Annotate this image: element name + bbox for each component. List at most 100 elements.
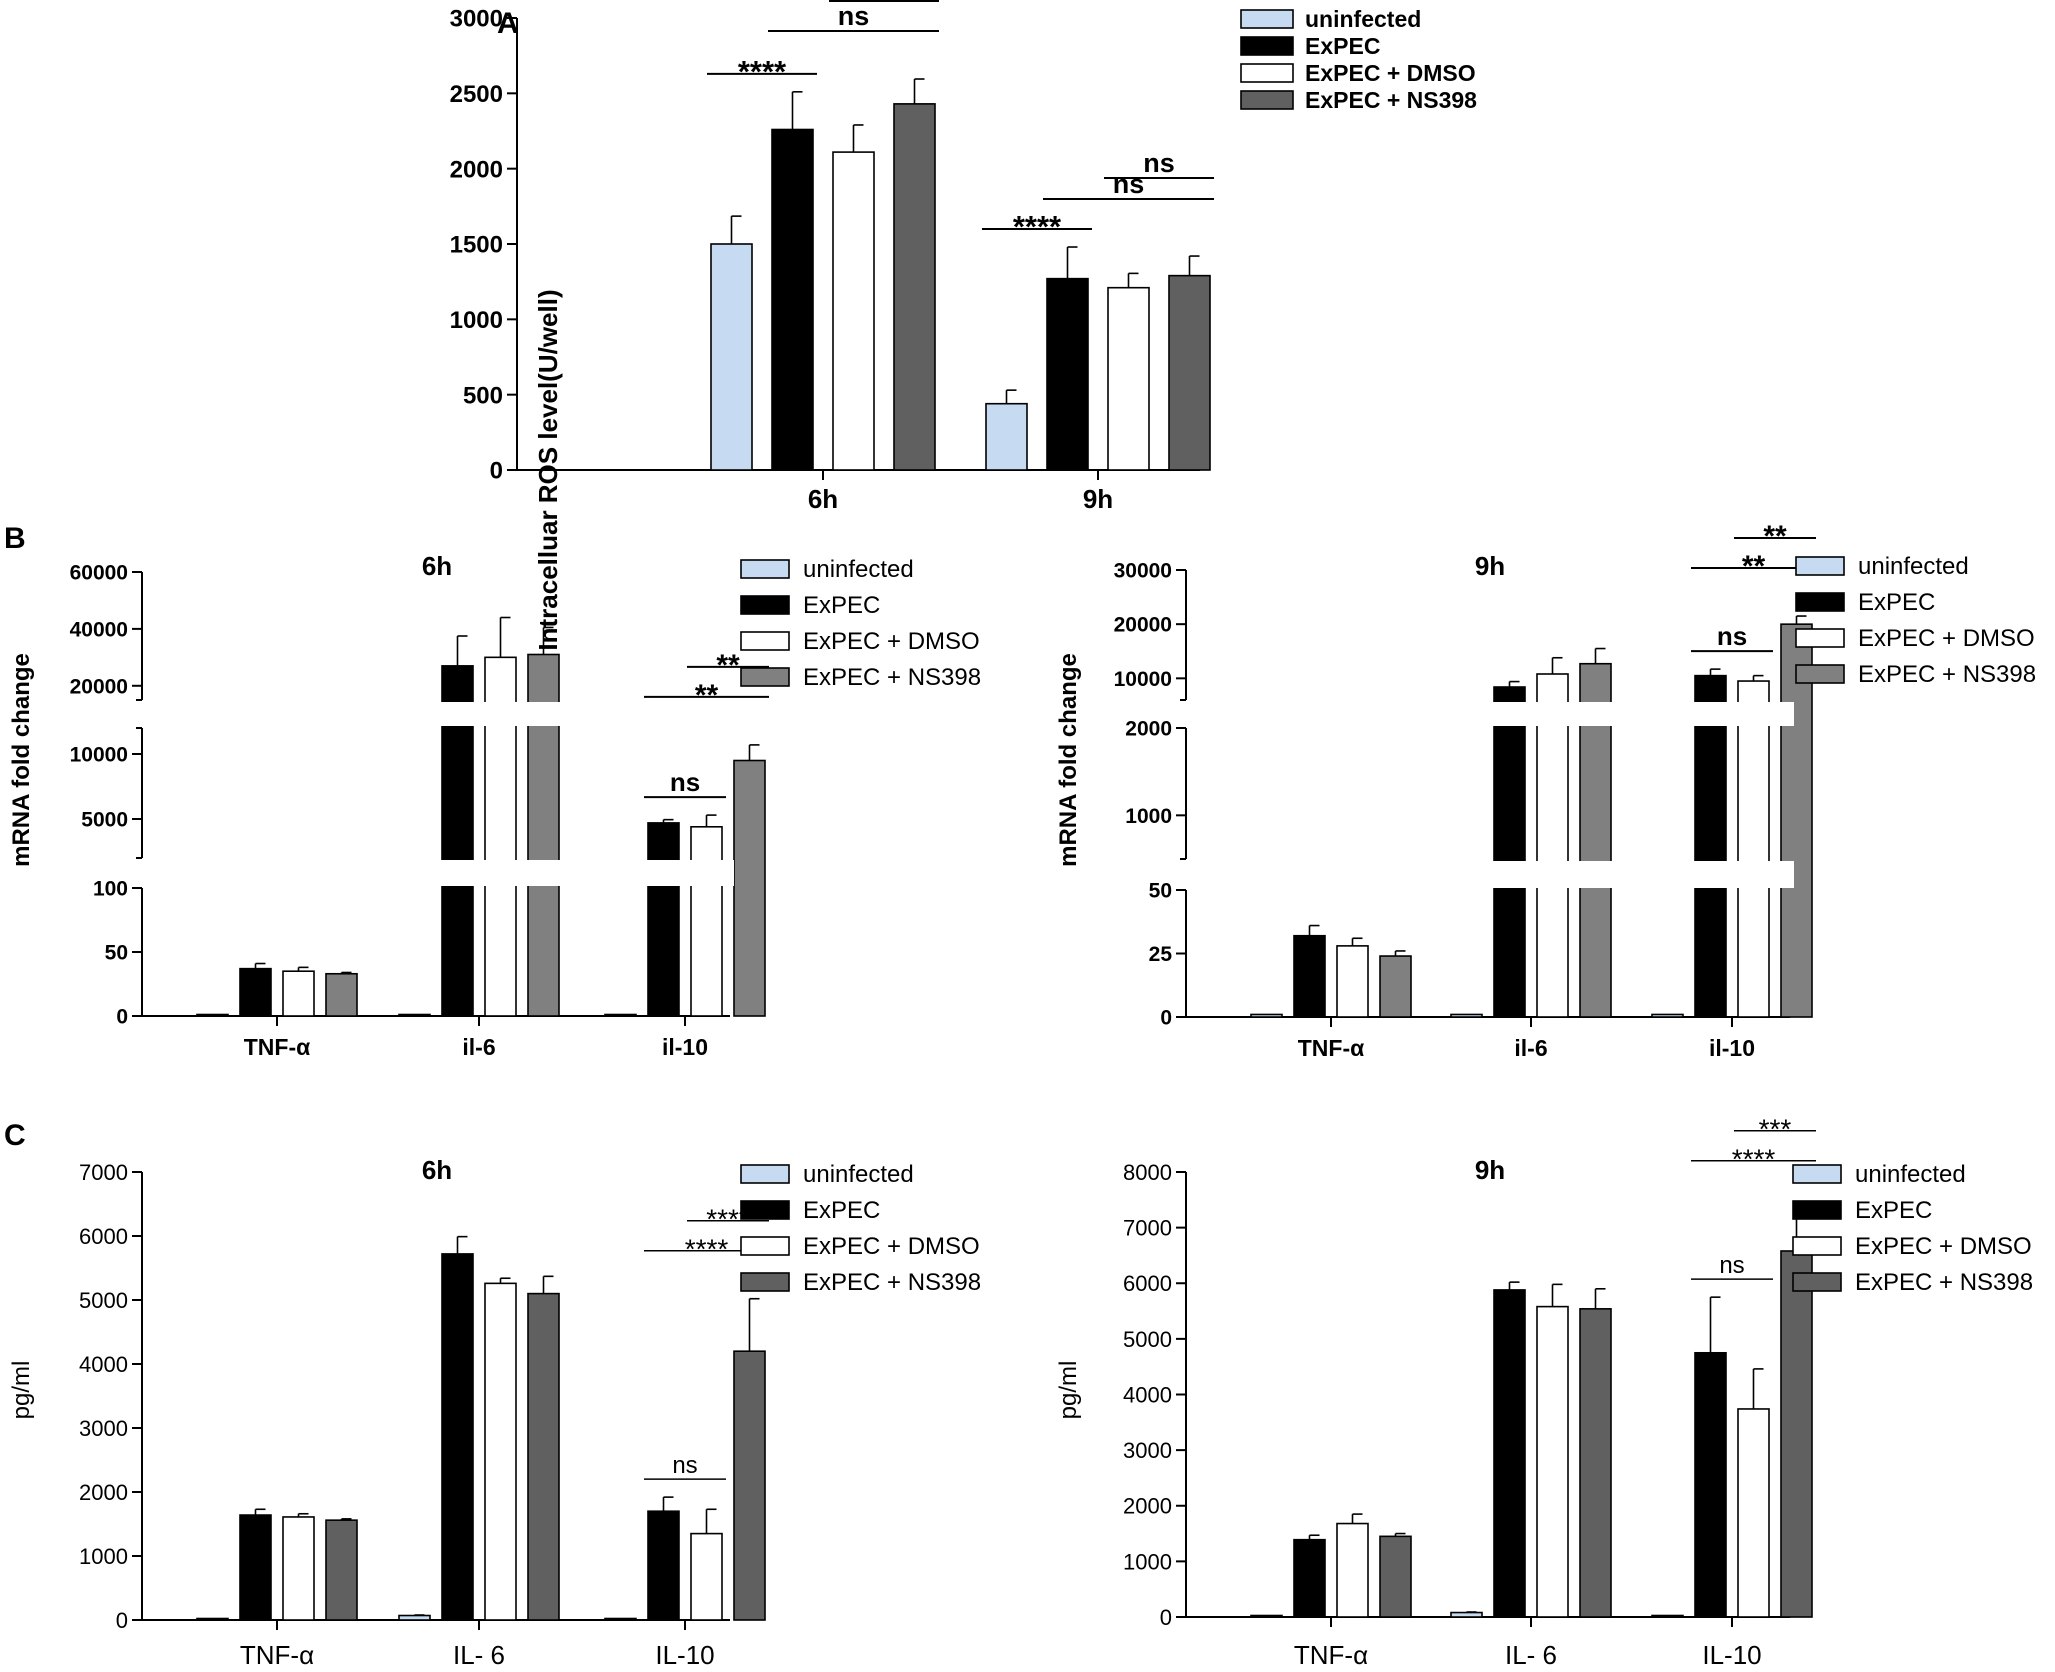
legend-label: ExPEC + NS398 xyxy=(1858,661,2036,688)
y-tick-label: 0 xyxy=(1160,1007,1172,1030)
axis-break-gap xyxy=(146,860,734,886)
bar-1 xyxy=(1694,674,1727,1018)
legend-label: ExPEC + DMSO xyxy=(1855,1233,2032,1260)
bar-2 xyxy=(690,1532,723,1621)
legend-swatch xyxy=(740,631,790,651)
y-tick-label: 6000 xyxy=(79,1224,128,1249)
legend-swatch xyxy=(1240,90,1294,110)
legend-label: ExPEC + NS398 xyxy=(1305,87,1477,113)
significance-label: ns xyxy=(1143,148,1175,178)
bar-3 xyxy=(1379,1535,1412,1618)
y-tick-label: 7000 xyxy=(1123,1216,1172,1241)
legend-label: uninfected xyxy=(803,556,914,583)
y-tick-label: 2000 xyxy=(1123,1494,1172,1519)
y-tick-label: 0 xyxy=(1160,1605,1172,1630)
y-tick-label: 5000 xyxy=(1123,1327,1172,1352)
legend-label: uninfected xyxy=(1855,1161,1966,1188)
bar-0 xyxy=(1651,1013,1684,1018)
legend: uninfected ExPEC ExPEC + DMSO ExPEC + NS398 xyxy=(1795,553,2036,688)
bar-1 xyxy=(771,128,814,471)
legend-label: uninfected xyxy=(1858,553,1969,580)
legend: uninfected ExPEC ExPEC + DMSO ExPEC + NS398 xyxy=(740,1161,981,1296)
legend-label: ExPEC xyxy=(1855,1197,1932,1224)
x-tick-label: 9h xyxy=(1083,484,1113,514)
panel-letter-a: A xyxy=(497,7,519,40)
y-tick-label: 10000 xyxy=(1114,668,1172,691)
y-axis-label: Intracelluar ROS level(U/well) xyxy=(533,289,563,650)
significance-label: ns xyxy=(1113,169,1145,199)
y-tick-label: 7000 xyxy=(79,1160,128,1185)
bar-3 xyxy=(733,759,766,1017)
bar-1 xyxy=(1694,1351,1727,1618)
significance-label: ** xyxy=(695,679,719,712)
x-tick-label: TNF-α xyxy=(1294,1640,1368,1667)
bar-0 xyxy=(1450,1013,1483,1018)
significance-label: **** xyxy=(738,54,787,89)
significance-label: ns xyxy=(1719,1252,1744,1279)
x-tick-label: TNF-α xyxy=(240,1640,314,1667)
bar-1 xyxy=(1046,277,1089,471)
legend-swatch xyxy=(740,1164,790,1184)
bar-3 xyxy=(1379,955,1412,1018)
bar-1 xyxy=(1293,1538,1326,1618)
y-tick-label: 100 xyxy=(93,878,128,901)
bar-2 xyxy=(1336,945,1369,1018)
y-tick-label: 20000 xyxy=(70,675,128,698)
bar-1 xyxy=(1493,686,1526,1018)
panel-letter-c: C xyxy=(4,1119,26,1152)
y-tick-label: 0 xyxy=(116,1006,128,1029)
y-tick-label: 3000 xyxy=(450,6,503,33)
bar-0 xyxy=(196,1013,229,1017)
legend: uninfected ExPEC ExPEC + DMSO ExPEC + NS398 xyxy=(740,556,981,691)
bar-2 xyxy=(484,1282,517,1621)
significance-label: **** xyxy=(685,1234,729,1265)
legend-label: ExPEC + NS398 xyxy=(803,664,981,691)
bar-3 xyxy=(1780,1250,1813,1618)
chart-c-6h: 0 1000 2000 3000 4000 5000 6000 7000 pg/ml 6h TNF-… xyxy=(8,1155,981,1670)
y-tick-label: 1000 xyxy=(450,307,503,334)
legend-swatch xyxy=(740,667,790,687)
legend-label: ExPEC xyxy=(1305,33,1380,59)
y-tick-label: 2000 xyxy=(1125,718,1172,741)
significance-label: ns xyxy=(838,1,870,31)
panel-letter-b: B xyxy=(4,522,26,555)
x-tick-label: il-6 xyxy=(1514,1035,1547,1061)
legend-swatch xyxy=(1795,556,1845,576)
y-tick-label: 25 xyxy=(1149,943,1173,966)
chart-c-9h: 0 1000 2000 3000 4000 5000 6000 7000 8000 pg/ml 9h… xyxy=(1055,1114,2033,1670)
y-tick-label: 3000 xyxy=(79,1416,128,1441)
legend-label: ExPEC xyxy=(803,592,880,619)
y-tick-label: 0 xyxy=(116,1608,128,1633)
legend-swatch xyxy=(1795,592,1845,612)
legend-label: uninfected xyxy=(1305,6,1421,32)
bar-2 xyxy=(1737,680,1770,1018)
bar-2 xyxy=(282,970,315,1017)
bar-0 xyxy=(1450,1611,1483,1618)
legend-label: ExPEC + DMSO xyxy=(803,1233,980,1260)
bar-3 xyxy=(1579,1308,1612,1618)
legend-label: ExPEC + NS398 xyxy=(1855,1269,2033,1296)
legend-label: ExPEC xyxy=(1858,589,1935,616)
bar-1 xyxy=(1493,1289,1526,1618)
chart-title: 9h xyxy=(1475,1155,1505,1185)
bar-1 xyxy=(647,1510,680,1621)
bar-3 xyxy=(893,103,936,471)
bar-2 xyxy=(690,825,723,1017)
axis-break-gap xyxy=(1190,861,1794,888)
legend-label: ExPEC + DMSO xyxy=(1858,625,2035,652)
x-tick-label: il-10 xyxy=(662,1034,708,1060)
legend-swatch xyxy=(1792,1164,1842,1184)
x-tick-label: il-10 xyxy=(1709,1035,1755,1061)
x-tick-label: IL-10 xyxy=(655,1640,714,1667)
bar-2 xyxy=(1536,1305,1569,1618)
x-tick-label: IL- 6 xyxy=(1505,1640,1557,1667)
legend-label: uninfected xyxy=(803,1161,914,1188)
legend-swatch xyxy=(1792,1200,1842,1220)
bar-0 xyxy=(398,1013,431,1017)
legend-label: ExPEC xyxy=(803,1197,880,1224)
legend-swatch xyxy=(1795,628,1845,648)
bar-1 xyxy=(647,822,680,1017)
bar-1 xyxy=(441,1253,474,1621)
chart-b-9h: 0 25 50 1000 2000 10000 20000 30000 mRNA fold ch… xyxy=(1055,520,2036,1061)
chart-b-6h: 0 50 100 5000 10000 20000 40000 60000 mRNA fold … xyxy=(8,551,981,1060)
